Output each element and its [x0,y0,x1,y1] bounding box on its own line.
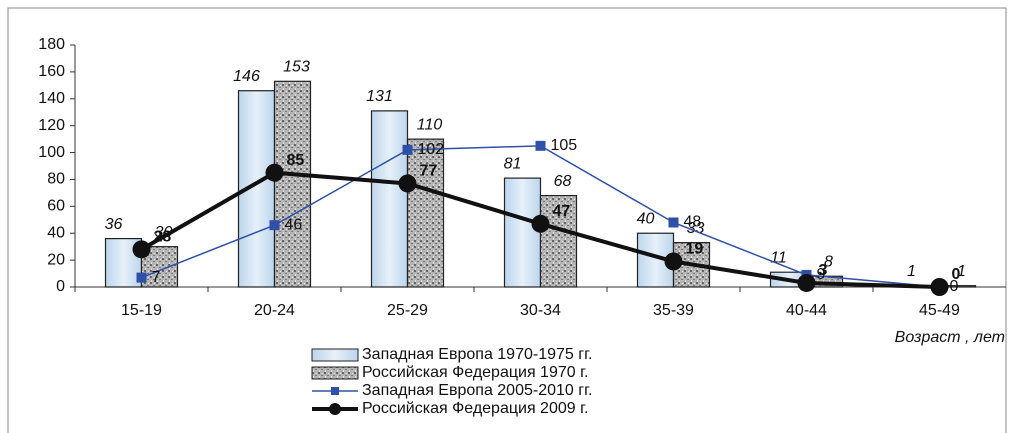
line-value-label: 0 [950,278,959,295]
y-tick-label: 140 [38,90,65,107]
marker [797,273,816,292]
bar-value-label: 1 [957,263,966,280]
legend-label: Российская Федерация 1970 г. [362,364,588,381]
y-tick-label: 180 [38,36,65,53]
y-tick-label: 20 [47,251,65,268]
bar [503,177,542,288]
marker [269,220,280,231]
line-value-label: 19 [686,241,704,258]
legend-label: Западная Европа 2005-2010 гг. [362,382,592,399]
x-tick-label: 15-19 [121,302,162,319]
marker [930,278,949,296]
bar-value-label: 81 [504,155,522,172]
bar-value-label: 30 [155,224,173,241]
line-value-label: 102 [418,141,445,158]
bar-value-label: 36 [105,216,123,233]
line-value-label: 46 [285,216,303,233]
marker [668,217,679,228]
y-tick-label: 160 [38,63,65,80]
bar [370,110,409,288]
bar-value-label: 110 [417,116,443,133]
x-axis-label: Возраст , лет [895,329,1005,346]
bar-value-label: 131 [366,88,393,105]
marker [136,272,147,283]
line-value-label: 0 [952,266,961,283]
bar-value-label: 68 [554,173,572,190]
y-tick-label: 100 [38,144,65,161]
x-tick-label: 30-34 [520,302,561,319]
line-value-label: 9 [817,266,826,283]
x-tick-label: 35-39 [653,302,694,319]
legend-swatch [311,366,359,380]
marker [398,174,417,193]
x-tick-label: 25-29 [387,302,428,319]
y-tick-label: 120 [38,117,65,134]
y-tick-label: 80 [47,171,65,188]
bar-value-label: 40 [637,210,655,227]
line-value-label: 105 [551,137,578,154]
legend-marker [329,403,341,415]
line-value-label: 48 [684,214,702,231]
frame [7,7,1007,433]
marker [531,214,550,233]
legend-swatch [311,348,359,362]
x-tick-label: 40-44 [786,302,827,319]
marker [402,144,413,155]
y-tick-label: 40 [47,224,65,241]
bar-value-label: 153 [283,59,310,76]
bar [273,80,312,288]
line-value-label: 3 [819,262,828,279]
marker [535,140,546,151]
marker [265,163,284,182]
line-value-label: 28 [154,229,172,246]
line-value-label: 47 [553,203,571,220]
bar [104,238,143,288]
marker [664,252,683,271]
y-tick-label: 0 [56,278,65,295]
marker [132,240,151,259]
line-value-label: 85 [287,152,305,169]
line-value-label: 77 [420,163,438,180]
x-tick-label: 45-49 [919,302,960,319]
bar-value-label: 8 [824,253,833,270]
legend-label: Российская Федерация 2009 г. [362,400,588,417]
legend-marker [331,387,339,395]
bar-value-label: 146 [233,68,260,85]
bar-value-label: 1 [907,263,916,280]
y-tick-label: 60 [47,198,65,215]
legend-label: Западная Европа 1970-1975 гг. [362,346,592,363]
line-value-label: 7 [152,269,161,286]
bar [406,138,445,288]
x-tick-label: 20-24 [254,302,295,319]
bar [539,194,578,288]
